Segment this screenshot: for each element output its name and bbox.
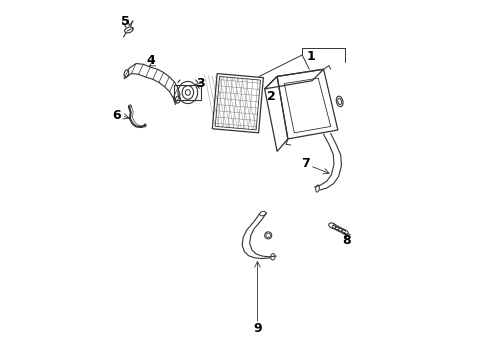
- Text: 5: 5: [121, 14, 130, 27]
- Text: 1: 1: [307, 50, 316, 63]
- Text: 6: 6: [112, 109, 121, 122]
- Text: 3: 3: [196, 77, 205, 90]
- Text: 8: 8: [343, 234, 351, 247]
- Text: 9: 9: [253, 322, 262, 335]
- Text: 4: 4: [146, 54, 155, 67]
- Bar: [174, 85, 201, 100]
- Text: 2: 2: [268, 90, 276, 103]
- Text: 7: 7: [301, 157, 310, 170]
